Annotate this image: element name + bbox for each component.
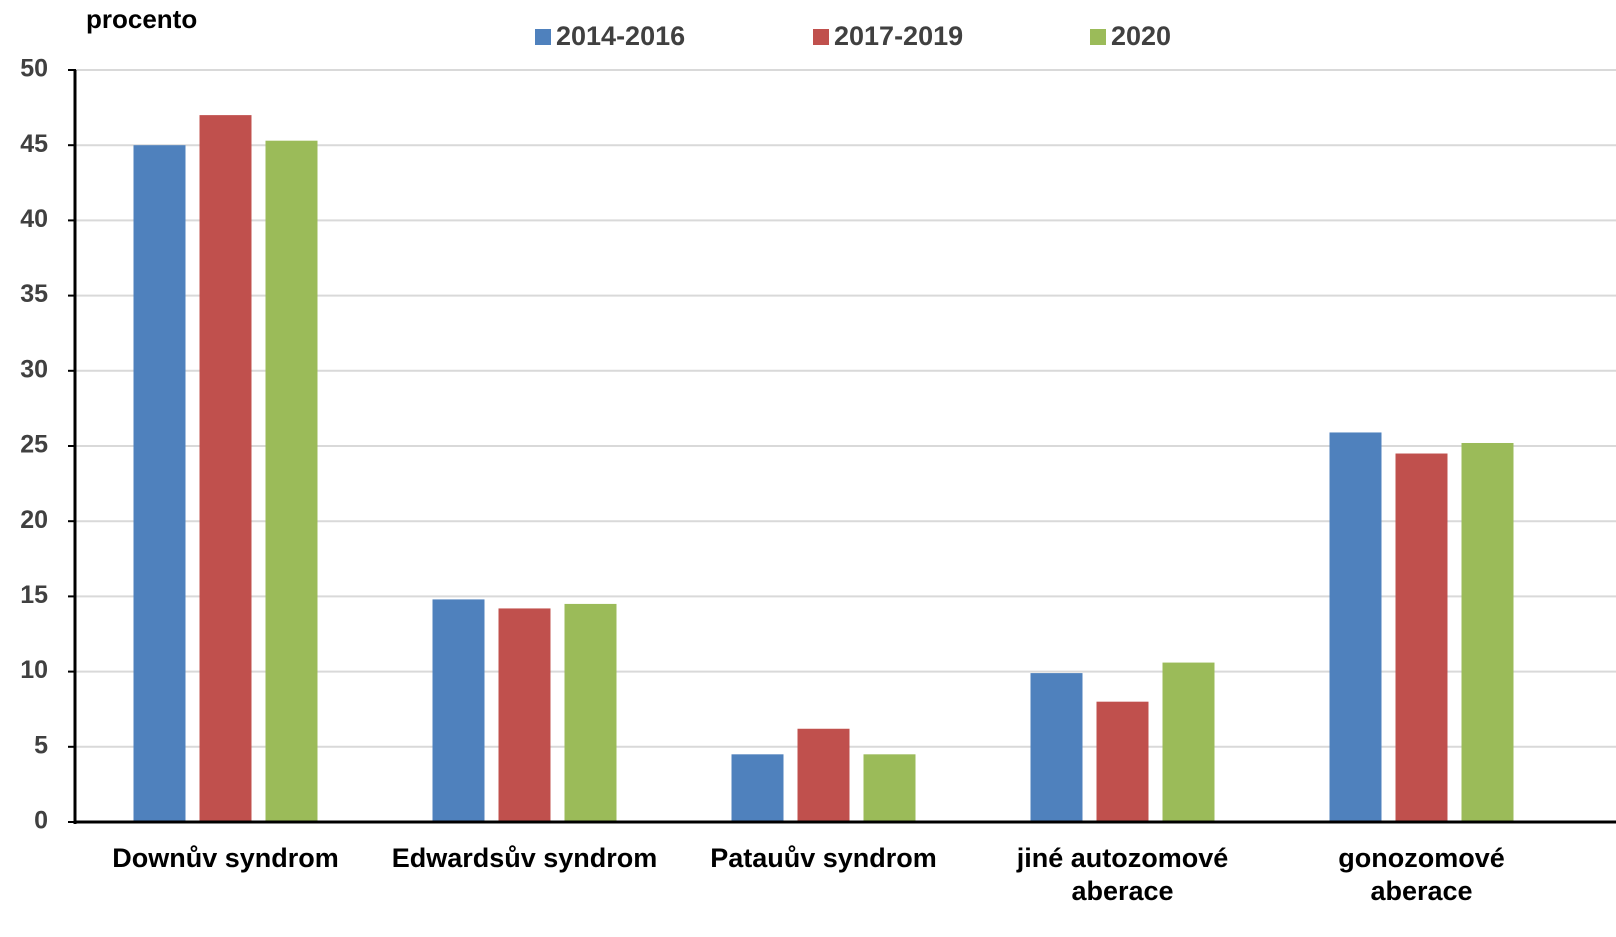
x-tick-label: Patauův syndrom	[710, 843, 937, 873]
bar	[498, 608, 551, 822]
bar	[199, 115, 252, 823]
x-tick-label: jiné autozomové aberace	[1016, 843, 1229, 906]
legend-label: 2020	[1111, 21, 1171, 51]
y-tick-label: 20	[20, 506, 48, 534]
y-tick-label: 45	[20, 130, 48, 158]
legend-swatch	[1090, 29, 1106, 45]
y-axis-label: procento	[86, 4, 197, 34]
legend-label: 2014-2016	[556, 21, 685, 51]
y-tick-label: 0	[34, 807, 48, 835]
bar	[432, 599, 485, 822]
x-tick-label: Downův syndrom	[112, 843, 339, 873]
bar	[133, 145, 186, 822]
y-tick-label: 5	[34, 731, 48, 759]
bar	[564, 603, 617, 822]
y-tick-label: 30	[20, 355, 48, 383]
bar	[1329, 432, 1382, 822]
x-tick-label: gonozomové aberace	[1338, 843, 1505, 906]
bar	[1162, 662, 1215, 822]
legend-swatch	[535, 29, 551, 45]
bar	[1461, 442, 1514, 822]
bar	[265, 140, 318, 823]
bar	[731, 754, 784, 822]
bar	[1030, 673, 1083, 822]
legend-swatch	[813, 29, 829, 45]
y-tick-label: 10	[20, 656, 48, 684]
bar	[1096, 701, 1149, 822]
y-tick-label: 25	[20, 431, 48, 459]
y-tick-label: 35	[20, 280, 48, 308]
bar	[863, 754, 916, 822]
x-tick-label: Edwardsův syndrom	[391, 843, 658, 873]
y-tick-label: 40	[20, 205, 48, 233]
y-tick-label: 50	[20, 55, 48, 83]
bar	[797, 728, 850, 822]
y-tick-label: 15	[20, 581, 48, 609]
bar	[1395, 453, 1448, 822]
legend-label: 2017-2019	[834, 21, 963, 51]
